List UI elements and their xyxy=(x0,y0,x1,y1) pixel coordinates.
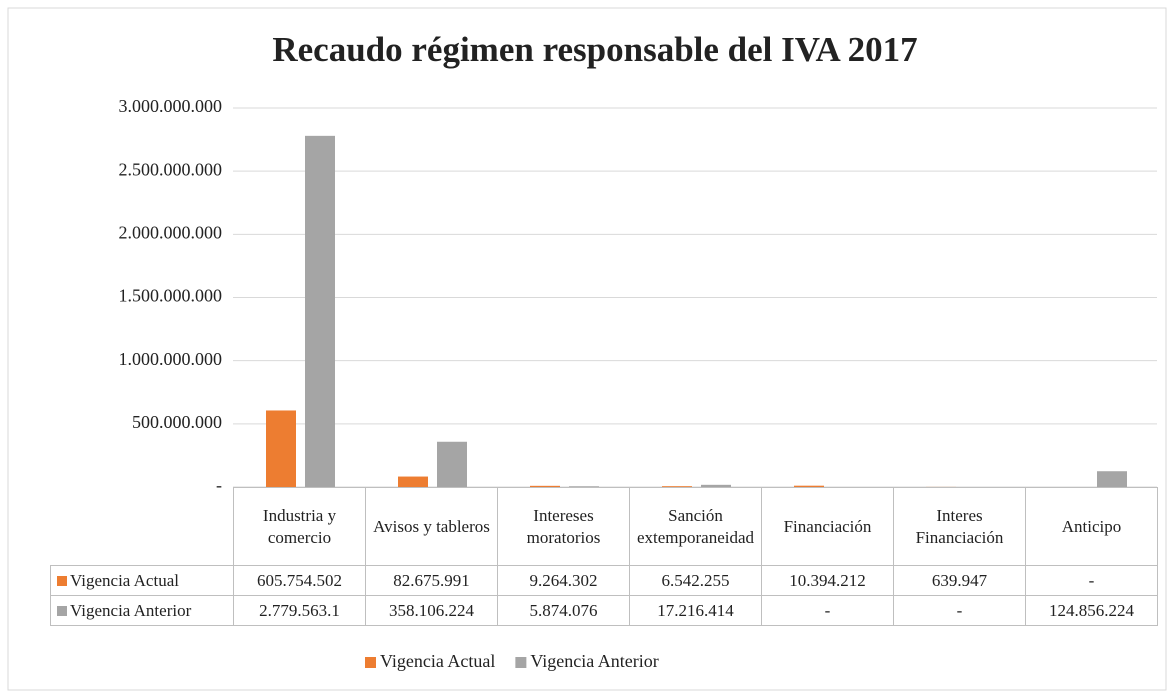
bar xyxy=(1097,471,1127,487)
x-tick-label: Avisos y tableros xyxy=(365,487,498,566)
table-series-label: Vigencia Anterior xyxy=(50,595,234,626)
bar xyxy=(701,484,731,487)
table-row: Vigencia Anterior 2.779.563.1 358.106.224 5… xyxy=(50,595,1158,626)
data-label: 124.856.224 xyxy=(1025,595,1158,626)
x-tick-label: Sanción extemporaneidad xyxy=(629,487,762,566)
data-table: Industria y comercio Avisos y tableros Int… xyxy=(50,487,1158,626)
series-name: Vigencia Anterior xyxy=(70,600,192,620)
x-tick-label: Industria y comercio xyxy=(233,487,366,566)
x-tick-label: Interes Financiación xyxy=(893,487,1026,566)
data-label: 5.874.076 xyxy=(497,595,630,626)
bar xyxy=(437,441,467,487)
bar xyxy=(662,486,692,487)
y-tick-label: 500.000.000 xyxy=(132,412,222,432)
chart-title: Recaudo régimen responsable del IVA 2017 xyxy=(272,30,917,69)
data-label: 82.675.991 xyxy=(365,565,498,596)
legend-label: Vigencia Anterior xyxy=(530,651,658,671)
data-label: 605.754.502 xyxy=(233,565,366,596)
table-header-row: Industria y comercio Avisos y tableros Int… xyxy=(50,487,1158,566)
legend-key xyxy=(515,657,527,668)
table-corner xyxy=(50,487,234,566)
data-label: - xyxy=(893,595,1026,626)
legend-key xyxy=(57,605,67,616)
data-label: 17.216.414 xyxy=(629,595,762,626)
table-series-label: Vigencia Actual xyxy=(50,565,234,596)
y-tick-label: 2.000.000.000 xyxy=(119,222,223,242)
bar xyxy=(794,485,824,487)
data-label: 639.947 xyxy=(893,565,1026,596)
data-label: 10.394.212 xyxy=(761,565,894,596)
legend-label: Vigencia Actual xyxy=(380,651,495,671)
y-tick-label: - xyxy=(216,475,222,495)
data-label: - xyxy=(761,595,894,626)
legend-key xyxy=(57,575,67,586)
legend: Vigencia Actual Vigencia Anterior xyxy=(365,651,659,671)
bar xyxy=(569,486,599,487)
y-tick-label: 2.500.000.000 xyxy=(119,159,223,179)
data-label: 358.106.224 xyxy=(365,595,498,626)
bar xyxy=(266,410,296,487)
y-tick-label: 3.000.000.000 xyxy=(119,96,223,116)
data-label: 2.779.563.1 xyxy=(233,595,366,626)
bar xyxy=(305,135,335,488)
x-tick-label: Financiación xyxy=(761,487,894,566)
data-label: 9.264.302 xyxy=(497,565,630,596)
series-name: Vigencia Actual xyxy=(70,570,179,590)
y-tick-label: 1.500.000.000 xyxy=(119,286,223,306)
data-label: 6.542.255 xyxy=(629,565,762,596)
x-tick-label: Intereses moratorios xyxy=(497,487,630,566)
bar xyxy=(398,476,428,487)
x-tick-label: Anticipo xyxy=(1025,487,1158,566)
y-tick-label: 1.000.000.000 xyxy=(119,349,223,369)
data-label: - xyxy=(1025,565,1158,596)
table-row: Vigencia Actual 605.754.502 82.675.991 9.26… xyxy=(50,565,1158,596)
legend-key xyxy=(365,657,376,668)
bar xyxy=(530,485,560,487)
